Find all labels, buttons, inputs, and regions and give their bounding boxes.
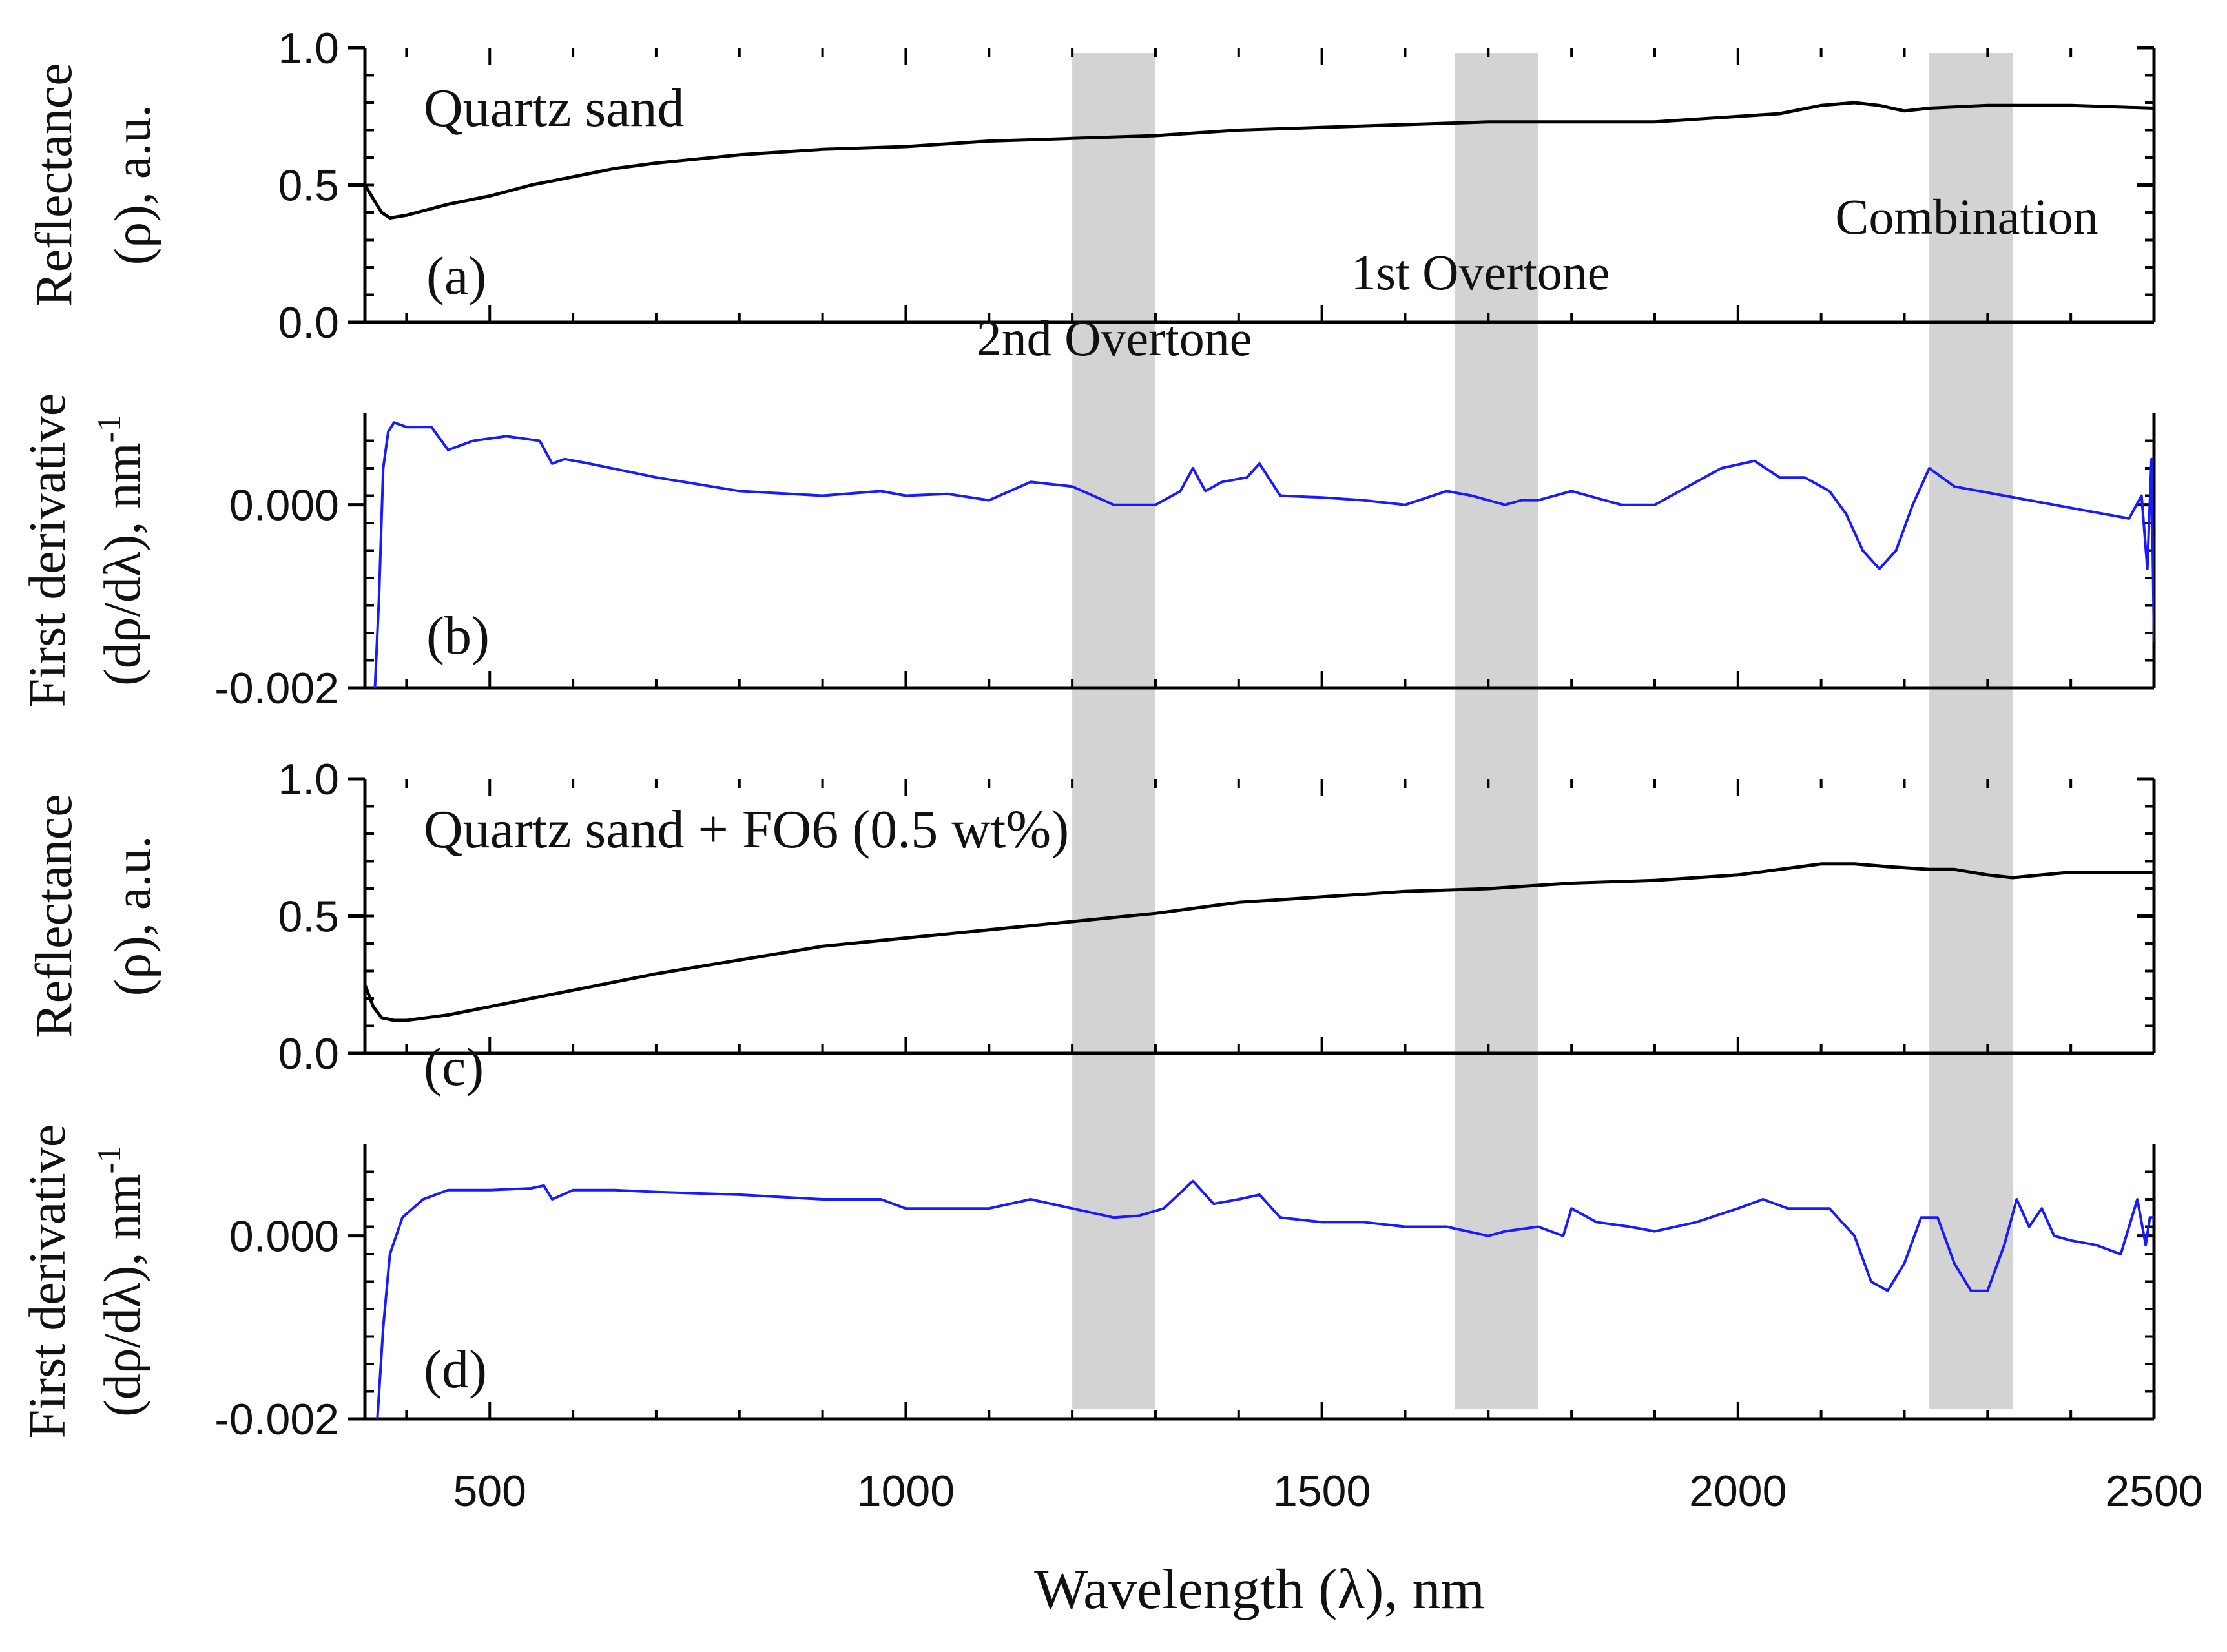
ylabel-d: First derivative [19,1124,76,1439]
ylabel-d-line1: First derivative [19,1124,76,1439]
panel-b-series-line [373,421,2154,688]
x-tick-labels: 500 1000 1500 2000 2500 [453,1467,2203,1516]
panel-label-a: (a) [426,246,486,306]
ylabel-c-line1: Reflectance [26,794,83,1038]
band-combination [1929,53,2013,1409]
panel-label-d: (d) [424,1339,487,1399]
bands-layer [1072,53,2013,1409]
panels-layer: 0.0 0.5 1.0 -0.002 0.000 0.0 0.5 1.0 -0.002 0.000… [214,24,2202,1516]
panel-a-series-line [365,101,2154,220]
x-tick-label: 1500 [1273,1467,1371,1516]
panel-c-ytick-label: 0.0 [278,1029,339,1079]
ylabel-c: Reflectance [26,794,83,1038]
panel-c: 0.0 0.5 1.0 [278,755,2156,1079]
ylabel-d-sup: -1 [91,1146,128,1173]
panel-d-series-line [376,1179,2154,1419]
x-tick-label: 1000 [857,1467,955,1516]
band-label-2nd-overtone: 2nd Overtone [977,310,1252,366]
band-1st-overtone [1455,53,1538,1409]
annotation-quartz-sand: Quartz sand [424,78,685,138]
x-tick-label: 2500 [2105,1467,2202,1516]
panel-c-ytick-label: 0.5 [278,893,339,942]
x-axis-title: Wavelength (λ), nm [1034,1558,1485,1621]
band-label-1st-overtone: 1st Overtone [1351,244,1610,300]
panel-label-b: (b) [426,606,490,666]
panel-d-ytick-label: -0.002 [214,1395,339,1444]
ylabel-a: Reflectance [26,63,83,307]
ylabel-c-line2: (ρ), a.u. [105,836,161,996]
ylabel-a2: (ρ), a.u. [105,105,161,265]
panel-a-ytick-label: 0.5 [278,161,339,211]
band-label-combination: Combination [1835,189,2098,245]
panel-a: 0.0 0.5 1.0 [278,24,2156,347]
annotation-quartz-sand-fo6: Quartz sand + FO6 (0.5 wt%) [424,800,1069,860]
ylabel-b: First derivative [19,393,76,708]
ylabel-a-line1: Reflectance [26,63,83,307]
ylabel-d2: (dρ/dλ), nm-1 [91,1146,151,1417]
ylabel-b-sup: -1 [91,415,128,442]
band-2nd-overtone [1072,53,1155,1409]
panel-b: -0.002 0.000 [214,413,2156,713]
x-tick-label: 2000 [1689,1467,1787,1516]
panel-d: -0.002 0.000 [214,1144,2156,1444]
ylabel-b-line1: First derivative [19,393,76,708]
ylabel-a-line2: (ρ), a.u. [105,105,161,265]
ylabel-b2: (dρ/dλ), nm-1 [91,415,151,686]
panel-label-c: (c) [424,1037,484,1097]
panel-c-ytick-label: 1.0 [278,755,339,804]
panel-b-ytick-label: -0.002 [214,664,339,713]
panel-b-ytick-label: 0.000 [229,481,339,530]
panel-a-ytick-label: 0.0 [278,298,339,347]
x-tick-label: 500 [453,1467,526,1516]
panel-c-series-line [365,862,2154,1022]
ylabel-b-line2: (dρ/dλ), nm-1 [91,415,151,686]
ylabel-d-line2: (dρ/dλ), nm-1 [91,1146,151,1417]
panel-d-ytick-label: 0.000 [229,1212,339,1261]
ylabel-c2: (ρ), a.u. [105,836,161,996]
panel-a-ytick-label: 1.0 [278,24,339,73]
